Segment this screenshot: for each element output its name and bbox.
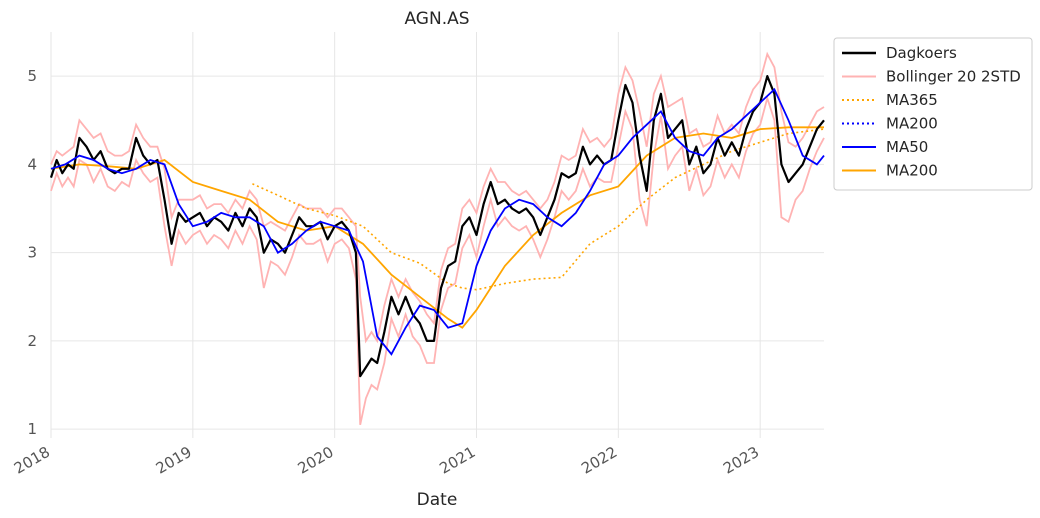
legend-label: Bollinger 20 2STD xyxy=(886,68,1021,86)
legend-label: MA50 xyxy=(886,138,928,156)
y-tick-label: 5 xyxy=(27,67,37,85)
series-dagkoers xyxy=(49,75,825,378)
legend-label: MA200 xyxy=(886,162,938,180)
x-tick-label: 2023 xyxy=(720,443,762,478)
y-tick-label: 4 xyxy=(27,155,37,173)
legend-frame xyxy=(833,37,1033,191)
x-axis-ticks: 2018 2019 2020 2021 2022 2023 xyxy=(11,443,762,478)
series-ma365 xyxy=(252,128,825,291)
x-tick-label: 2021 xyxy=(436,443,478,478)
legend-label: Dagkoers xyxy=(886,44,957,62)
series-bollinger-lower xyxy=(50,95,825,425)
series-ma50 xyxy=(50,87,825,356)
y-tick-label: 3 xyxy=(27,244,37,262)
chart-title: AGN.AS xyxy=(404,9,469,29)
plot-area xyxy=(49,51,825,425)
legend-label: MA365 xyxy=(886,91,938,109)
x-tick-label: 2020 xyxy=(295,443,337,478)
legend-label: MA200 xyxy=(886,115,938,133)
x-tick-label: 2019 xyxy=(153,443,195,478)
x-axis-label: Date xyxy=(417,490,458,510)
series-bollinger-upper xyxy=(50,51,825,344)
x-tick-label: 2022 xyxy=(578,443,620,478)
x-tick-label: 2018 xyxy=(11,443,53,478)
legend: Dagkoers Bollinger 20 2STD MA365 MA200 MA50 M… xyxy=(833,37,1033,191)
y-tick-label: 2 xyxy=(27,332,37,350)
y-tick-label: 1 xyxy=(27,420,37,438)
y-axis-ticks: 1 2 3 4 5 xyxy=(27,67,37,438)
